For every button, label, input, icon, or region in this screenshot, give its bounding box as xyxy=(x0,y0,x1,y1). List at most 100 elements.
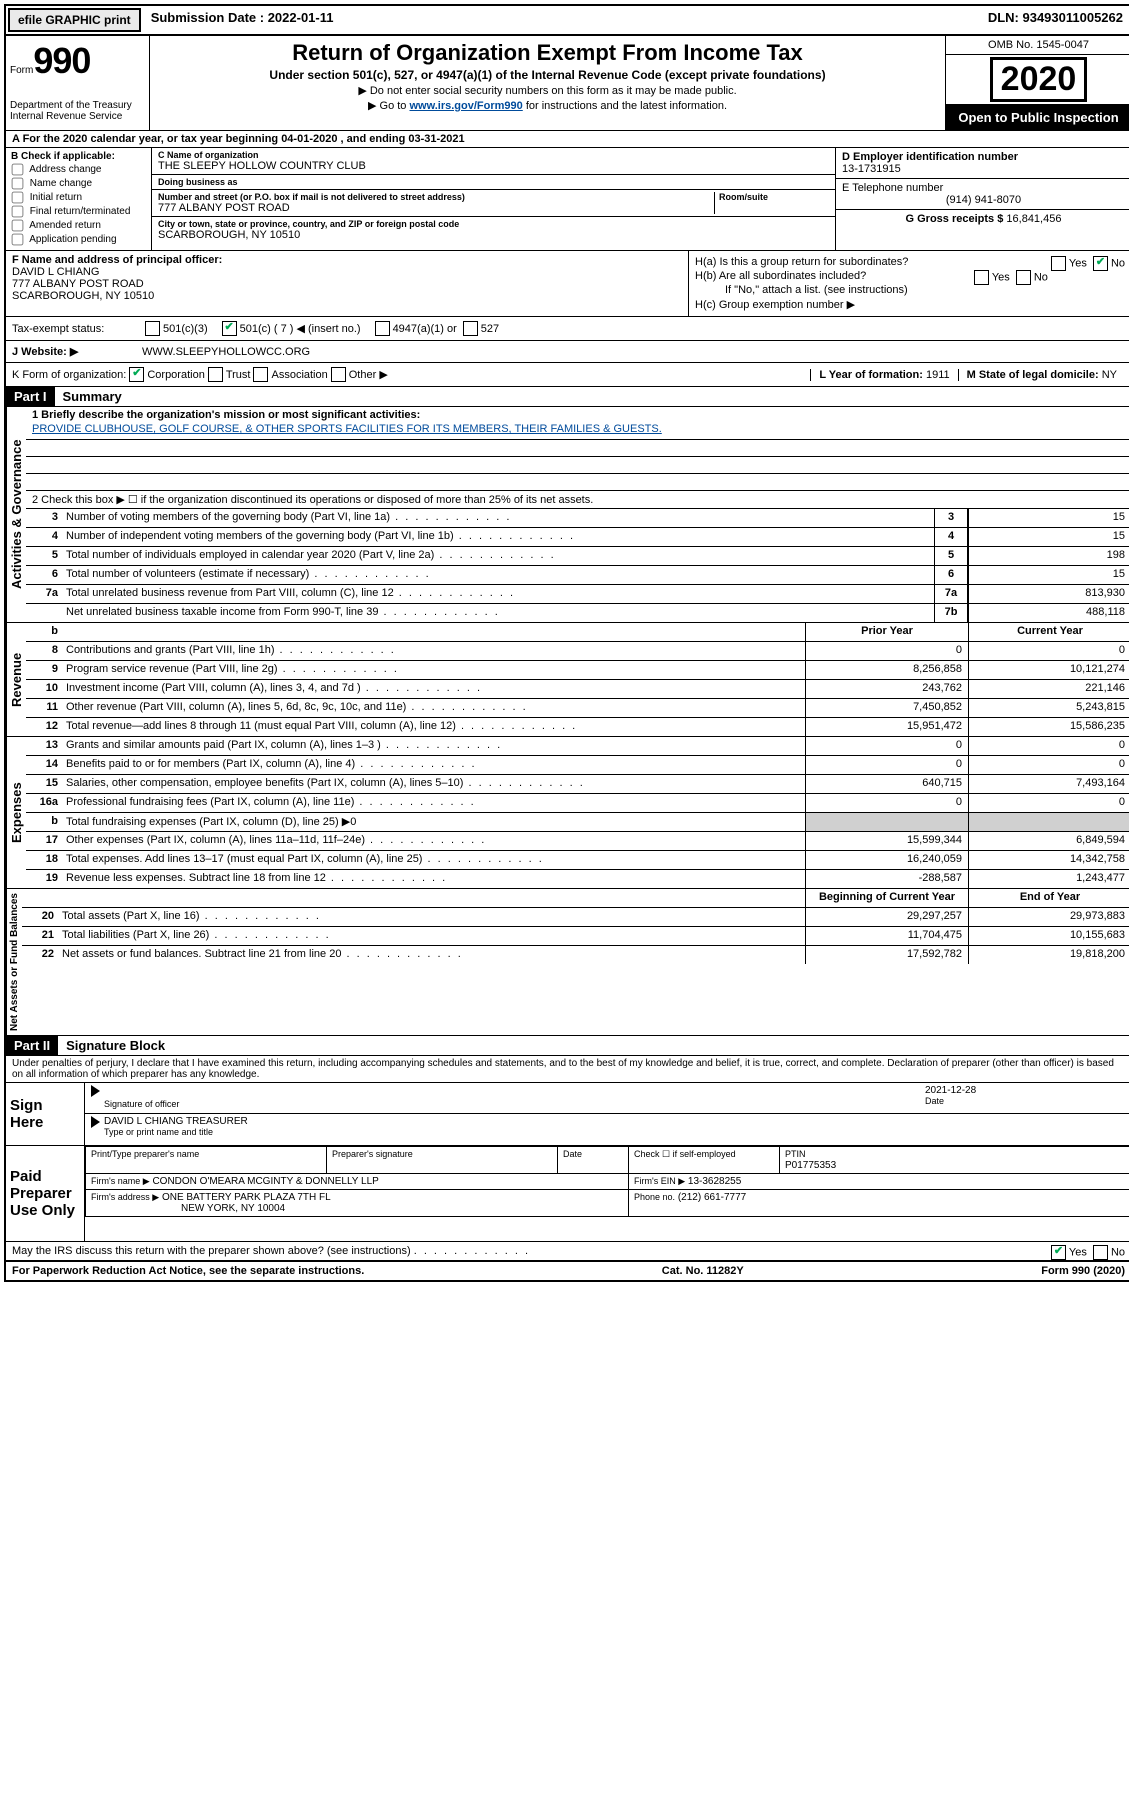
stub xyxy=(22,889,58,907)
mission-blank3 xyxy=(26,474,1129,491)
line-num: 10 xyxy=(26,680,62,698)
current-value: 7,493,164 xyxy=(968,775,1129,793)
status-4947: 4947(a)(1) or xyxy=(393,323,457,335)
dba-label: Doing business as xyxy=(158,177,829,187)
line-num: 18 xyxy=(26,851,62,869)
line-text: Total revenue—add lines 8 through 11 (mu… xyxy=(62,718,805,736)
form-num: 990 xyxy=(33,40,90,81)
ein-value: 13-1731915 xyxy=(842,163,1125,175)
block-b-checkbox-3[interactable] xyxy=(12,206,24,218)
line-text: Net assets or fund balances. Subtract li… xyxy=(58,946,805,964)
officer-name: DAVID L CHIANG xyxy=(12,266,682,278)
korg-other-checkbox[interactable] xyxy=(331,367,346,382)
governance-section: Activities & Governance 1 Briefly descri… xyxy=(6,407,1129,623)
current-value xyxy=(968,813,1129,831)
website-row: J Website: ▶ WWW.SLEEPYHOLLOWCC.ORG xyxy=(6,341,1129,363)
line-text: Salaries, other compensation, employee b… xyxy=(62,775,805,793)
korg-row: K Form of organization: Corporation Trus… xyxy=(6,363,1129,387)
korg-corp-checkbox[interactable] xyxy=(129,367,144,382)
year-formation-label: L Year of formation: xyxy=(819,369,923,381)
data-row: 18 Total expenses. Add lines 13–17 (must… xyxy=(26,851,1129,870)
korg-trust-checkbox[interactable] xyxy=(208,367,223,382)
prior-value: -288,587 xyxy=(805,870,968,888)
org-name-label: C Name of organization xyxy=(158,150,829,160)
footer-mid: Cat. No. 11282Y xyxy=(662,1265,744,1277)
instructions-link[interactable]: www.irs.gov/Form990 xyxy=(409,100,522,112)
address-box: Number and street (or P.O. box if mail i… xyxy=(152,190,835,217)
sig-officer-row: Signature of officer 2021-12-28Date xyxy=(85,1083,1129,1114)
website-label: J Website: ▶ xyxy=(12,345,142,358)
stub: b xyxy=(26,623,62,641)
line-value: 15 xyxy=(968,528,1129,546)
block-b-checkbox-1[interactable] xyxy=(12,178,24,190)
blocks-fh: F Name and address of principal officer:… xyxy=(6,251,1129,317)
status-4947-checkbox[interactable] xyxy=(375,321,390,336)
footer: For Paperwork Reduction Act Notice, see … xyxy=(6,1261,1129,1280)
governance-body: 1 Briefly describe the organization's mi… xyxy=(26,407,1129,622)
dba-box: Doing business as xyxy=(152,175,835,190)
line-idx: 7a xyxy=(934,585,968,603)
part2-header: Part II xyxy=(6,1036,58,1055)
website-value: WWW.SLEEPYHOLLOWCC.ORG xyxy=(142,346,310,358)
gov-row: 3 Number of voting members of the govern… xyxy=(26,509,1129,528)
sign-here-section: Sign Here Signature of officer 2021-12-2… xyxy=(6,1083,1129,1146)
typed-label: Type or print name and title xyxy=(104,1127,213,1137)
prep-sig-cell: Preparer's signature xyxy=(327,1147,558,1174)
block-b-checkbox-5[interactable] xyxy=(12,234,24,246)
line-num: 4 xyxy=(26,528,62,546)
current-value: 19,818,200 xyxy=(968,946,1129,964)
prior-value: 17,592,782 xyxy=(805,946,968,964)
data-row: 19 Revenue less expenses. Subtract line … xyxy=(26,870,1129,888)
form-number: Form990 xyxy=(10,40,145,82)
block-b-checkbox-4[interactable] xyxy=(12,220,24,232)
ha-yes-checkbox[interactable] xyxy=(1051,256,1066,271)
city-box: City or town, state or province, country… xyxy=(152,217,835,243)
hb-text: H(b) Are all subordinates included? xyxy=(695,270,866,282)
status-527-checkbox[interactable] xyxy=(463,321,478,336)
firm-ein: 13-3628255 xyxy=(688,1176,741,1187)
status-501c: 501(c) ( 7 ) ◀ (insert no.) xyxy=(240,322,361,335)
data-row: b Total fundraising expenses (Part IX, c… xyxy=(26,813,1129,832)
prep-name-cell: Print/Type preparer's name xyxy=(86,1147,327,1174)
block-b-checkbox-2[interactable] xyxy=(12,192,24,204)
status-label: Tax-exempt status: xyxy=(12,323,142,335)
line-text: Total fundraising expenses (Part IX, col… xyxy=(62,813,805,831)
block-d: D Employer identification number 13-1731… xyxy=(836,148,1129,179)
prior-value: 8,256,858 xyxy=(805,661,968,679)
header-left: Form990 Department of the Treasury Inter… xyxy=(6,36,150,130)
sig-officer-label: Signature of officer xyxy=(104,1099,179,1109)
status-501c3-checkbox[interactable] xyxy=(145,321,160,336)
data-row: 11 Other revenue (Part VIII, column (A),… xyxy=(26,699,1129,718)
current-value: 0 xyxy=(968,737,1129,755)
form-subtitle: Under section 501(c), 527, or 4947(a)(1)… xyxy=(158,68,937,82)
officer-addr1: 777 ALBANY POST ROAD xyxy=(12,278,682,290)
discuss-yes-checkbox[interactable] xyxy=(1051,1245,1066,1260)
ha-no-checkbox[interactable] xyxy=(1093,256,1108,271)
part1-name: Summary xyxy=(55,389,122,404)
discuss-no-checkbox[interactable] xyxy=(1093,1245,1108,1260)
tax-year-box: 2020 xyxy=(946,55,1129,105)
hc-line: H(c) Group exemption number ▶ xyxy=(695,298,1125,311)
hb-yes-checkbox[interactable] xyxy=(974,270,989,285)
line-num: 16a xyxy=(26,794,62,812)
data-row: 12 Total revenue—add lines 8 through 11 … xyxy=(26,718,1129,736)
status-501c-checkbox[interactable] xyxy=(222,321,237,336)
row-a-tax-year: A For the 2020 calendar year, or tax yea… xyxy=(6,131,1129,148)
hb-no-checkbox[interactable] xyxy=(1016,270,1031,285)
block-b-checkbox-0[interactable] xyxy=(12,164,24,176)
dots xyxy=(414,1245,530,1257)
line-text: Total number of volunteers (estimate if … xyxy=(62,566,934,584)
footer-right: Form 990 (2020) xyxy=(1041,1265,1125,1277)
revenue-body: b Prior Year Current Year 8 Contribution… xyxy=(26,623,1129,736)
line-num: 8 xyxy=(26,642,62,660)
efile-print-button[interactable]: efile GRAPHIC print xyxy=(8,8,141,32)
triangle-icon xyxy=(91,1085,100,1097)
data-row: 20 Total assets (Part X, line 16) 29,297… xyxy=(22,908,1129,927)
officer-addr2: SCARBOROUGH, NY 10510 xyxy=(12,290,682,302)
hb-line: H(b) Are all subordinates included? Yes … xyxy=(695,270,1125,282)
korg-assoc-checkbox[interactable] xyxy=(253,367,268,382)
status-527: 527 xyxy=(481,323,499,335)
hb-note: If "No," attach a list. (see instruction… xyxy=(695,284,1125,296)
tax-exempt-status-row: Tax-exempt status: 501(c)(3) 501(c) ( 7 … xyxy=(6,317,1129,341)
firm-addr2: NEW YORK, NY 10004 xyxy=(91,1203,285,1214)
